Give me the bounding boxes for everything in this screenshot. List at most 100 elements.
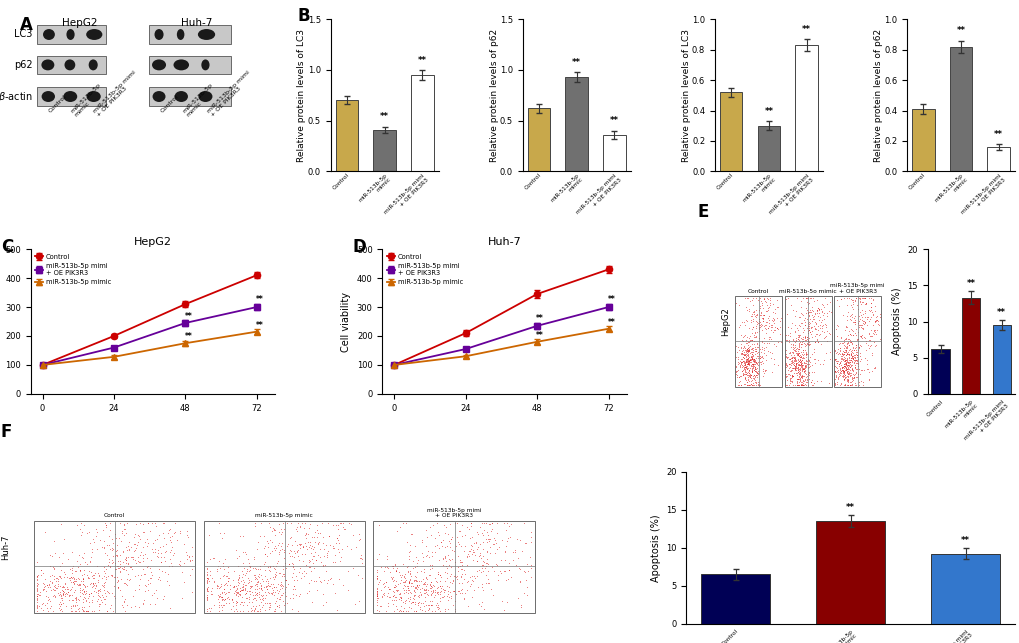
Point [742, 331, 758, 341]
Point [103, 570, 119, 581]
Point [827, 354, 844, 365]
Point [757, 317, 773, 327]
Point [266, 598, 282, 608]
Point [413, 604, 429, 615]
Point [353, 573, 369, 583]
Point [30, 571, 46, 581]
Point [141, 518, 157, 528]
Point [311, 572, 327, 582]
Point [455, 565, 472, 575]
Point [736, 353, 752, 363]
Point [157, 567, 173, 577]
Point [53, 593, 69, 604]
Point [845, 370, 861, 380]
Point [401, 569, 418, 579]
Point [729, 366, 745, 376]
Point [409, 576, 425, 586]
Point [85, 570, 101, 581]
Point [368, 591, 384, 601]
Point [91, 570, 107, 581]
Point [742, 355, 758, 365]
Point [387, 595, 404, 606]
Point [407, 599, 423, 609]
Point [247, 572, 263, 583]
Point [841, 368, 857, 378]
Point [204, 573, 220, 583]
Point [228, 583, 245, 593]
Point [842, 356, 858, 366]
Point [846, 328, 862, 338]
Point [90, 568, 106, 578]
Point [730, 345, 746, 355]
Point [763, 320, 780, 331]
Point [163, 557, 179, 568]
Point [199, 576, 215, 586]
Point [829, 356, 846, 367]
Point [74, 594, 91, 604]
Point [793, 373, 809, 383]
Point [832, 356, 848, 367]
Point [251, 569, 267, 579]
Point [441, 556, 458, 566]
Point [791, 375, 807, 385]
Point [833, 294, 849, 305]
Point [51, 590, 67, 600]
Bar [961, 298, 979, 394]
Point [418, 550, 434, 561]
Point [89, 544, 105, 554]
Point [229, 575, 246, 585]
Point [265, 572, 281, 582]
Point [30, 557, 46, 567]
Point [303, 574, 319, 584]
Point [257, 565, 273, 575]
Point [840, 358, 856, 368]
Point [30, 578, 46, 588]
Point [205, 601, 221, 611]
Point [733, 379, 749, 390]
Point [406, 576, 422, 586]
Point [731, 379, 747, 390]
Point [749, 353, 765, 363]
Point [846, 352, 862, 362]
Point [63, 603, 79, 613]
Point [743, 315, 759, 325]
Point [808, 305, 824, 315]
Point [388, 525, 405, 536]
Point [327, 538, 343, 548]
Text: miR-513b-5p mimi
+ OE PIK3R3: miR-513b-5p mimi + OE PIK3R3 [206, 69, 255, 118]
Point [104, 554, 120, 565]
Point [846, 316, 862, 327]
Point [475, 550, 491, 561]
Point [95, 592, 111, 602]
Point [335, 523, 352, 534]
Point [50, 552, 66, 562]
Point [249, 581, 265, 591]
Point [211, 606, 227, 616]
Point [74, 588, 91, 598]
Point [761, 332, 777, 343]
Point [854, 296, 870, 307]
Point [46, 563, 62, 574]
Point [429, 569, 445, 579]
Text: miR-513b-5p mimi
+ OE PIK3R3: miR-513b-5p mimi + OE PIK3R3 [829, 283, 884, 294]
Point [145, 547, 161, 557]
Point [785, 356, 801, 367]
Point [144, 544, 160, 554]
Point [728, 341, 744, 351]
Point [216, 595, 232, 606]
Point [861, 306, 877, 316]
Point [851, 351, 867, 361]
Text: miR-513b-5p
mimic: miR-513b-5p mimic [69, 82, 105, 118]
Point [799, 305, 815, 315]
Point [728, 367, 744, 377]
Point [741, 372, 757, 383]
Text: Control: Control [160, 95, 179, 114]
Point [737, 345, 753, 355]
Point [277, 557, 293, 568]
Point [737, 369, 753, 379]
Point [47, 585, 63, 595]
Point [226, 582, 243, 592]
Point [839, 349, 855, 359]
Point [856, 312, 872, 322]
Point [828, 356, 845, 366]
